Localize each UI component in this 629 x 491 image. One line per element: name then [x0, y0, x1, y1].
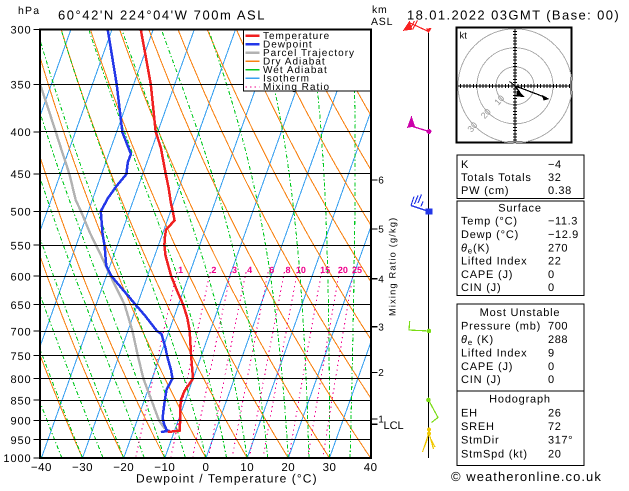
svg-text:CAPE (J): CAPE (J): [461, 269, 513, 281]
svg-text:0: 0: [203, 462, 210, 474]
svg-text:SREH: SREH: [461, 421, 495, 433]
svg-text:270: 270: [548, 242, 568, 254]
svg-text:Totals Totals: Totals Totals: [461, 172, 532, 184]
svg-text:15: 15: [320, 265, 330, 275]
svg-text:−10: −10: [154, 462, 175, 474]
svg-text:Pressure (mb): Pressure (mb): [461, 320, 541, 332]
svg-text:950: 950: [10, 435, 31, 447]
svg-text:−30: −30: [72, 462, 93, 474]
svg-text:3: 3: [378, 322, 384, 333]
svg-text:© weatheronline.co.uk: © weatheronline.co.uk: [451, 469, 602, 484]
svg-text:Lifted Index: Lifted Index: [461, 256, 527, 268]
svg-text:22: 22: [548, 256, 561, 268]
svg-text:3: 3: [232, 265, 237, 275]
svg-text:Wet Adiabat: Wet Adiabat: [263, 65, 328, 76]
svg-text:0: 0: [548, 282, 555, 294]
svg-text:0: 0: [548, 269, 555, 281]
svg-text:300: 300: [10, 25, 31, 37]
svg-text:750: 750: [10, 351, 31, 363]
svg-text:Parcel Trajectory: Parcel Trajectory: [263, 48, 355, 59]
svg-text:6: 6: [378, 176, 384, 187]
svg-text:4: 4: [247, 265, 252, 275]
svg-text:CAPE (J): CAPE (J): [461, 361, 513, 373]
svg-text:40: 40: [364, 462, 378, 474]
svg-text:−20: −20: [113, 462, 134, 474]
svg-text:500: 500: [10, 207, 31, 219]
svg-text:450: 450: [10, 169, 31, 181]
svg-text:−11.3: −11.3: [548, 216, 578, 228]
svg-text:0: 0: [548, 374, 555, 386]
svg-text:Lifted Index: Lifted Index: [461, 347, 527, 359]
svg-text:Most Unstable: Most Unstable: [480, 307, 561, 319]
svg-text:Hodograph: Hodograph: [489, 394, 551, 406]
svg-text:ASL: ASL: [371, 16, 393, 28]
svg-text:EH: EH: [461, 407, 478, 419]
svg-text:10: 10: [296, 265, 306, 275]
svg-text:26: 26: [548, 407, 561, 419]
svg-text:0.38: 0.38: [548, 185, 572, 197]
svg-text:1: 1: [378, 415, 384, 426]
svg-text:θe (K): θe (K): [461, 334, 494, 347]
svg-text:−4: −4: [548, 159, 562, 171]
svg-text:kt: kt: [460, 31, 468, 42]
svg-text:20: 20: [338, 265, 348, 275]
svg-text:PW (cm): PW (cm): [461, 185, 509, 197]
svg-text:20: 20: [281, 462, 295, 474]
svg-text:1000: 1000: [3, 453, 31, 465]
svg-text:2: 2: [211, 265, 216, 275]
svg-text:Temperature: Temperature: [263, 31, 330, 42]
svg-text:10: 10: [492, 93, 506, 107]
svg-text:Mixing Ratio: Mixing Ratio: [263, 82, 330, 93]
svg-text:CIN (J): CIN (J): [461, 374, 501, 386]
svg-text:18.01.2022 03GMT (Base: 00): 18.01.2022 03GMT (Base: 00): [407, 8, 620, 23]
svg-text:850: 850: [10, 395, 31, 407]
svg-text:1: 1: [178, 265, 183, 275]
svg-text:20: 20: [548, 448, 561, 460]
svg-text:288: 288: [548, 334, 568, 346]
svg-text:650: 650: [10, 300, 31, 312]
svg-text:700: 700: [10, 326, 31, 338]
svg-text:CIN (J): CIN (J): [461, 282, 501, 294]
svg-text:K: K: [461, 159, 469, 171]
svg-text:hPa: hPa: [18, 5, 40, 17]
svg-text:6: 6: [269, 265, 274, 275]
svg-text:StmSpd (kt): StmSpd (kt): [461, 448, 528, 460]
svg-text:StmDir: StmDir: [461, 435, 499, 447]
svg-text:LCL: LCL: [384, 420, 404, 432]
svg-text:9: 9: [548, 347, 555, 359]
svg-text:30: 30: [465, 120, 479, 134]
svg-text:600: 600: [10, 271, 31, 283]
svg-text:317°: 317°: [548, 435, 573, 447]
svg-text:5: 5: [378, 225, 384, 236]
svg-text:20: 20: [479, 107, 493, 121]
svg-text:Isotherm: Isotherm: [263, 74, 310, 85]
svg-text:−40: −40: [31, 462, 52, 474]
svg-text:700: 700: [548, 320, 568, 332]
svg-text:0: 0: [548, 361, 555, 373]
svg-text:Dewp (°C): Dewp (°C): [461, 229, 519, 241]
svg-text:Dry Adiabat: Dry Adiabat: [263, 57, 326, 68]
svg-text:4: 4: [378, 274, 384, 285]
svg-text:30: 30: [323, 462, 337, 474]
svg-text:Temp (°C): Temp (°C): [461, 216, 518, 228]
svg-text:θe(K): θe(K): [461, 242, 490, 255]
svg-text:60°42'N 224°04'W 700m ASL: 60°42'N 224°04'W 700m ASL: [58, 8, 266, 23]
svg-text:72: 72: [548, 421, 561, 433]
svg-text:km: km: [372, 4, 388, 16]
svg-text:10: 10: [240, 462, 254, 474]
svg-text:900: 900: [10, 416, 31, 428]
svg-text:32: 32: [548, 172, 561, 184]
svg-text:550: 550: [10, 240, 31, 252]
svg-text:2: 2: [378, 368, 384, 379]
svg-text:800: 800: [10, 374, 31, 386]
svg-text:Dewpoint: Dewpoint: [263, 39, 313, 50]
svg-text:Mixing Ratio (g/kg): Mixing Ratio (g/kg): [388, 217, 398, 316]
svg-text:Dewpoint / Temperature (°C): Dewpoint / Temperature (°C): [136, 472, 318, 486]
svg-text:25: 25: [352, 265, 362, 275]
svg-text:−12.9: −12.9: [548, 229, 579, 241]
svg-text:Surface: Surface: [498, 203, 542, 215]
svg-text:350: 350: [10, 80, 31, 92]
svg-text:8: 8: [285, 265, 290, 275]
svg-text:400: 400: [10, 127, 31, 139]
